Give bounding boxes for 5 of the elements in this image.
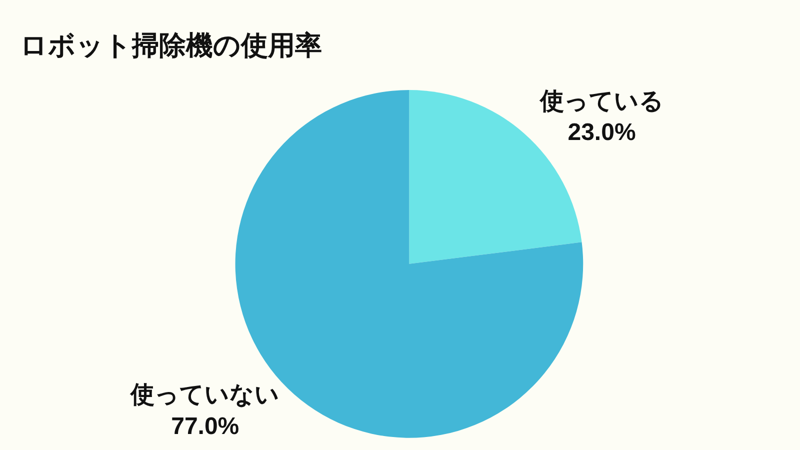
- chart-title: ロボット掃除機の使用率: [20, 30, 322, 60]
- slice-label: 使っていない: [130, 382, 280, 409]
- slice-label: 使っている: [538, 88, 664, 115]
- data-label: 23.0%: [568, 119, 636, 146]
- data-label: 77.0%: [171, 412, 240, 440]
